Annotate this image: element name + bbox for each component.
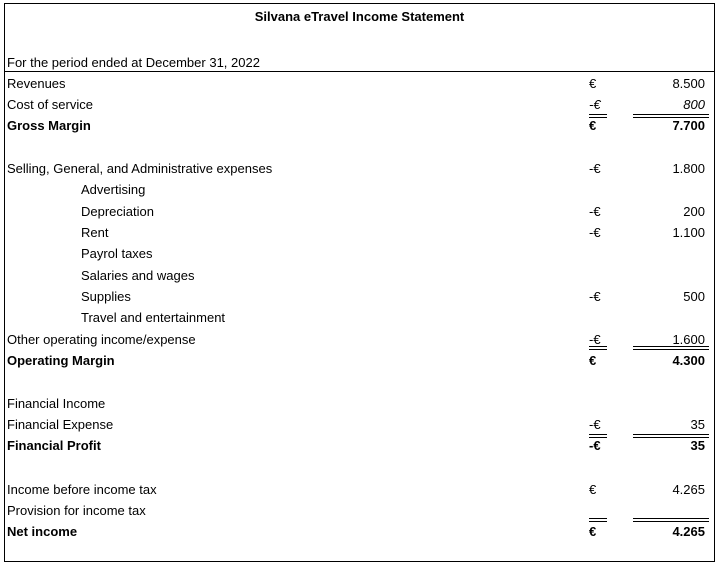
- double-underline: [589, 518, 607, 522]
- row-amount: 4.265: [672, 482, 705, 497]
- row-amount: 1.600: [672, 332, 705, 347]
- row-label: Net income: [7, 524, 78, 539]
- period-label: For the period ended at December 31, 202…: [7, 55, 260, 70]
- row-amount: 4.300: [672, 353, 705, 368]
- row-label: Selling, General, and Administrative exp…: [7, 161, 273, 176]
- row-label: Gross Margin: [7, 118, 91, 133]
- row-label: Travel and entertainment: [81, 310, 226, 325]
- row-currency: -€: [589, 97, 601, 112]
- row-amount: 4.265: [672, 524, 705, 539]
- row-rent: Rent -€ 1.100: [5, 224, 714, 242]
- row-depreciation: Depreciation -€ 200: [5, 203, 714, 221]
- row-sga-expenses: Selling, General, and Administrative exp…: [5, 160, 714, 178]
- row-amount: 7.700: [672, 118, 705, 133]
- row-currency: -€: [589, 289, 601, 304]
- row-currency: €: [589, 482, 597, 497]
- row-label: Salaries and wages: [81, 268, 195, 283]
- row-supplies: Supplies -€ 500: [5, 288, 714, 306]
- row-label: Income before income tax: [7, 482, 157, 497]
- row-financial-income: Financial Income: [5, 395, 714, 413]
- row-label: Advertising: [81, 182, 146, 197]
- row-label: Supplies: [81, 289, 131, 304]
- row-currency: €: [589, 118, 597, 133]
- double-underline: [633, 518, 709, 522]
- statement-title: Silvana eTravel Income Statement: [254, 9, 465, 24]
- row-currency: €: [589, 76, 597, 91]
- row-label: Financial Profit: [7, 438, 101, 453]
- double-underline: [633, 346, 709, 350]
- row-label: Cost of service: [7, 97, 93, 112]
- row-currency: -€: [589, 438, 601, 453]
- double-underline: [589, 346, 607, 350]
- row-label: Operating Margin: [7, 353, 115, 368]
- income-statement-sheet: Silvana eTravel Income Statement For the…: [4, 3, 715, 562]
- underline-currency: [589, 114, 607, 115]
- row-label: Depreciation: [81, 204, 154, 219]
- row-gross-margin: Gross Margin € 7.700: [5, 117, 714, 135]
- row-amount: 1.100: [672, 225, 705, 240]
- underline-currency: [589, 434, 607, 435]
- row-label: Other operating income/expense: [7, 332, 196, 347]
- row-financial-expense: Financial Expense -€ 35: [5, 416, 714, 434]
- header-divider: [5, 71, 714, 72]
- row-label: Rent: [81, 225, 109, 240]
- row-label: Financial Income: [7, 396, 106, 411]
- row-label: Financial Expense: [7, 417, 114, 432]
- row-label: Revenues: [7, 76, 66, 91]
- row-currency: €: [589, 524, 597, 539]
- row-operating-margin: Operating Margin € 4.300: [5, 352, 714, 370]
- row-amount: 35: [690, 417, 705, 432]
- row-financial-profit: Financial Profit -€ 35: [5, 437, 714, 455]
- row-net-income: Net income € 4.265: [5, 523, 714, 541]
- row-currency: €: [589, 353, 597, 368]
- row-amount: 200: [683, 204, 705, 219]
- row-cost-of-service: Cost of service -€ 800: [5, 96, 714, 114]
- row-label: Payrol taxes: [81, 246, 153, 261]
- row-amount: 500: [683, 289, 705, 304]
- row-amount: 8.500: [672, 76, 705, 91]
- row-currency: -€: [589, 161, 601, 176]
- row-currency: -€: [589, 204, 601, 219]
- row-advertising: Advertising: [5, 181, 714, 199]
- row-travel-and-entertainment: Travel and entertainment: [5, 309, 714, 327]
- double-underline: [633, 434, 709, 438]
- row-salaries-and-wages: Salaries and wages: [5, 267, 714, 285]
- row-other-operating: Other operating income/expense -€ 1.600: [5, 331, 714, 349]
- row-label: Provision for income tax: [7, 503, 146, 518]
- underline-currency: [589, 117, 607, 118]
- double-underline: [633, 114, 709, 118]
- underline-currency: [589, 437, 607, 438]
- row-provision-income-tax: Provision for income tax: [5, 502, 714, 520]
- row-amount: 35: [690, 438, 705, 453]
- row-amount: 800: [683, 97, 705, 112]
- row-currency: -€: [589, 332, 601, 347]
- row-payroll-taxes: Payrol taxes: [5, 245, 714, 263]
- row-revenues: Revenues € 8.500: [5, 75, 714, 93]
- row-currency: -€: [589, 225, 601, 240]
- row-income-before-tax: Income before income tax € 4.265: [5, 481, 714, 499]
- row-amount: 1.800: [672, 161, 705, 176]
- row-currency: -€: [589, 417, 601, 432]
